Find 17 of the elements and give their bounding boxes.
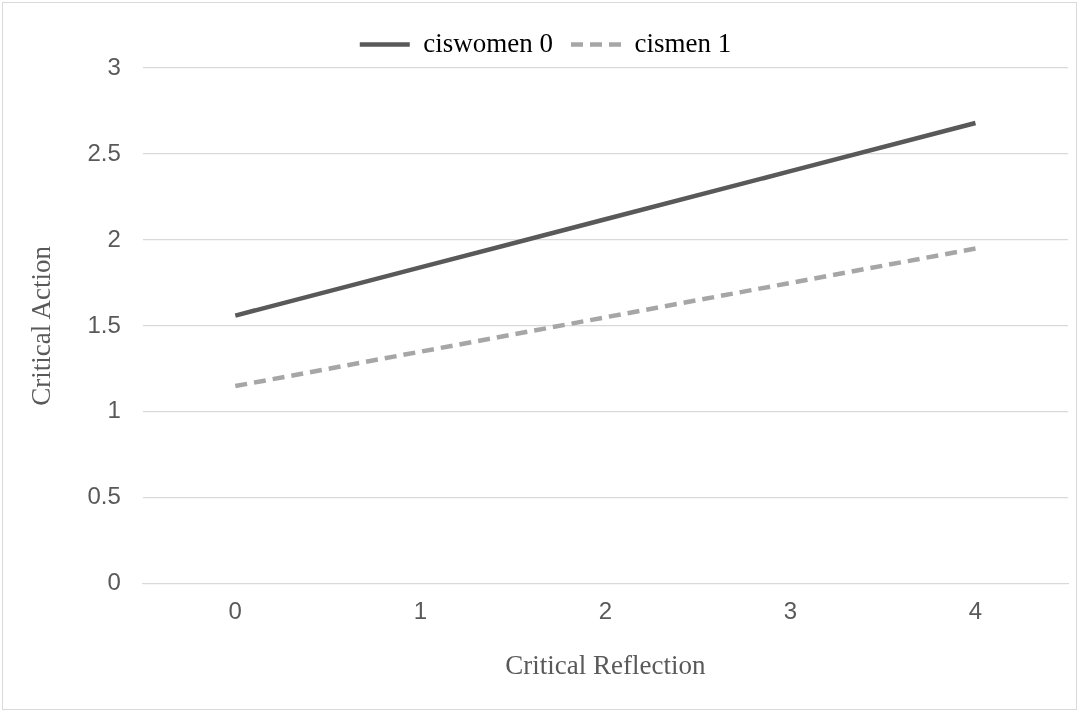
legend-label: cismen 1 bbox=[634, 27, 732, 58]
x-axis-title: Critical Reflection bbox=[505, 649, 706, 680]
line-series bbox=[233, 246, 978, 389]
y-tick-label: 1.5 bbox=[87, 310, 121, 338]
x-tick-label: 2 bbox=[598, 596, 613, 624]
y-axis-title: Critical Action bbox=[26, 245, 57, 406]
y-tick-label: 1 bbox=[107, 396, 121, 424]
y-tick-label: 2.5 bbox=[87, 138, 121, 166]
y-tick-label: 0 bbox=[107, 568, 121, 596]
x-tick-label: 4 bbox=[968, 596, 983, 624]
y-tick-label: 0.5 bbox=[87, 482, 121, 510]
y-tick-label: 3 bbox=[107, 52, 121, 80]
x-tick-label: 3 bbox=[783, 596, 798, 624]
x-tick-label: 1 bbox=[413, 596, 428, 624]
legend-label: ciswomen 0 bbox=[423, 27, 554, 58]
x-tick-label: 0 bbox=[228, 596, 242, 624]
y-tick-label: 2 bbox=[107, 224, 121, 252]
